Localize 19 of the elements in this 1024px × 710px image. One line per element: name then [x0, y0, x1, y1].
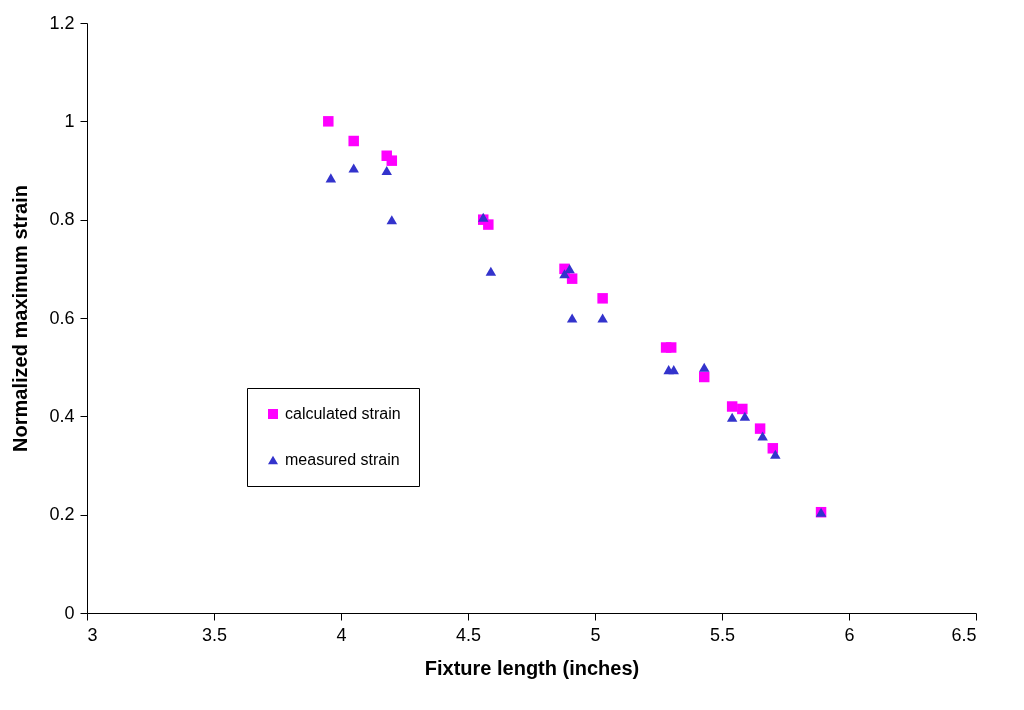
- x-tick-label: 5: [590, 624, 601, 645]
- x-tick-label: 4: [336, 624, 347, 645]
- y-tick-label: 0.6: [49, 307, 75, 328]
- x-tick-label: 6.5: [951, 624, 977, 645]
- legend-label: calculated strain: [285, 405, 401, 422]
- y-tick-label: 1: [64, 110, 75, 131]
- y-tick-label: 0.2: [49, 504, 75, 525]
- legend-label: measured strain: [285, 451, 400, 468]
- x-axis-title: Fixture length (inches): [424, 656, 640, 679]
- x-tick-label: 4.5: [455, 624, 482, 645]
- y-tick-label: 0.8: [49, 209, 75, 230]
- x-tick-label: 6: [844, 624, 855, 645]
- x-tick-label: 3: [87, 624, 98, 645]
- y-tick-label: 0.4: [49, 405, 75, 426]
- x-tick-label: 3.5: [201, 624, 228, 645]
- y-tick-label: 1.2: [49, 12, 75, 33]
- y-tick-label: 0: [64, 602, 75, 623]
- y-axis-title: Normalized maximum strain: [9, 185, 32, 452]
- x-tick-label: 5.5: [709, 624, 736, 645]
